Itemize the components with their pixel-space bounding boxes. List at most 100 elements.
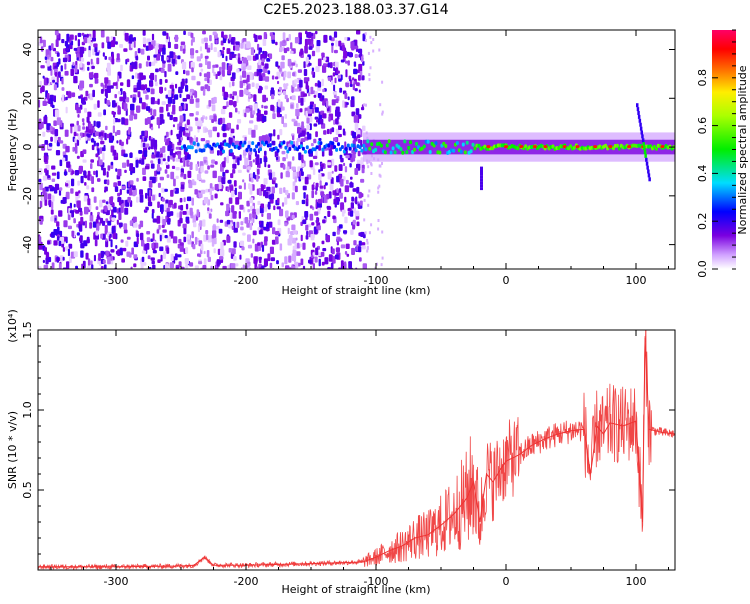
heatmap-cell [169,84,174,89]
heatmap-cell [239,204,244,210]
heatmap-cell [262,72,265,77]
heatmap-cell [170,171,175,180]
heatmap-cell [217,259,221,265]
heatmap-cell [360,178,365,183]
heatmap-cell [332,215,336,220]
heatmap-cell [274,183,278,188]
heatmap-cell [344,261,347,269]
heatmap-cell [338,77,342,82]
heatmap-cell [242,57,247,64]
heatmap-cell [85,90,89,97]
heatmap-cell [46,59,50,67]
heatmap-cell [329,148,332,153]
heatmap-cell [377,186,380,190]
heatmap-cell [368,231,371,235]
heatmap-cell [296,78,299,83]
heatmap-cell [256,174,259,182]
heatmap-cell [615,143,619,148]
heatmap-cell [242,179,245,183]
heatmap-cell [185,70,190,76]
heatmap-cell [257,35,262,40]
heatmap-cell [181,78,185,87]
heatmap-cell [187,170,192,178]
heatmap-cell [115,168,118,172]
heatmap-cell [147,117,151,125]
heatmap-cell [239,80,243,89]
heatmap-cell [206,47,211,53]
heatmap-cell [200,138,206,142]
heatmap-cell [117,192,121,197]
heatmap-cell [305,81,309,90]
heatmap-cell [152,264,156,269]
heatmap-cell [249,186,253,195]
heatmap-cell [228,100,233,106]
heatmap-cell [74,64,78,73]
heatmap-cell [311,184,315,191]
heatmap-cell [55,39,59,47]
heatmap-cell [321,52,325,57]
heatmap-cell [318,173,322,181]
heatmap-cell [222,105,227,109]
heatmap-cell [267,70,271,75]
heatmap-cell [89,83,93,88]
heatmap-cell [62,197,67,204]
heatmap-cell [367,194,370,198]
heatmap-cell [122,162,127,168]
heatmap-cell [121,258,125,263]
heatmap-cell [104,132,107,141]
heatmap-cell [346,102,349,106]
heatmap-cell [178,89,182,93]
heatmap-cell [377,219,380,222]
heatmap-hotspot [562,145,567,149]
heatmap-cell [151,61,156,66]
heatmap-cell [324,257,329,265]
heatmap-cell [327,62,331,68]
heatmap-cell [302,242,306,250]
heatmap-cell [337,142,340,147]
heatmap-cell [284,145,288,150]
heatmap-cell [78,224,83,232]
heatmap-cell [87,258,91,266]
heatmap-cell [334,204,337,208]
heatmap-cell [146,106,151,111]
heatmap-cell [480,187,483,191]
heatmap-cell [174,187,179,194]
heatmap-cell [354,148,358,153]
heatmap-cell [95,206,99,210]
heatmap-cell [218,182,222,190]
heatmap-spike [643,146,646,151]
heatmap-cell [162,146,166,153]
heatmap-cell [73,218,76,224]
heatmap-cell [132,216,137,223]
heatmap-cell [296,137,301,142]
heatmap-cell [365,103,367,107]
heatmap-cell [340,145,344,149]
heatmap-cell [126,159,130,167]
heatmap-cell [166,32,169,40]
heatmap-cell [228,34,232,41]
heatmap-spike [648,177,651,182]
heatmap-cell [152,176,156,184]
heatmap-cell [149,189,152,198]
heatmap-cell [164,188,168,192]
heatmap-cell [116,53,120,61]
heatmap-cell [153,139,158,148]
heatmap-cell [264,76,270,82]
heatmap-cell [222,117,226,124]
heatmap-cell [331,248,335,255]
heatmap-cell [516,146,520,151]
heatmap-cell [58,210,63,217]
heatmap-cell [136,105,141,113]
heatmap-cell [300,163,305,168]
heatmap-cell [339,45,342,51]
heatmap-cell [332,91,337,95]
heatmap-cell [345,154,350,159]
heatmap-cell [294,88,299,92]
heatmap-cell [64,246,69,251]
heatmap-cell [205,230,209,235]
heatmap-cell [213,96,217,104]
heatmap-cell [350,268,354,269]
heatmap-cell [165,131,169,138]
heatmap-cell [169,114,173,121]
heatmap-cell [340,178,344,187]
